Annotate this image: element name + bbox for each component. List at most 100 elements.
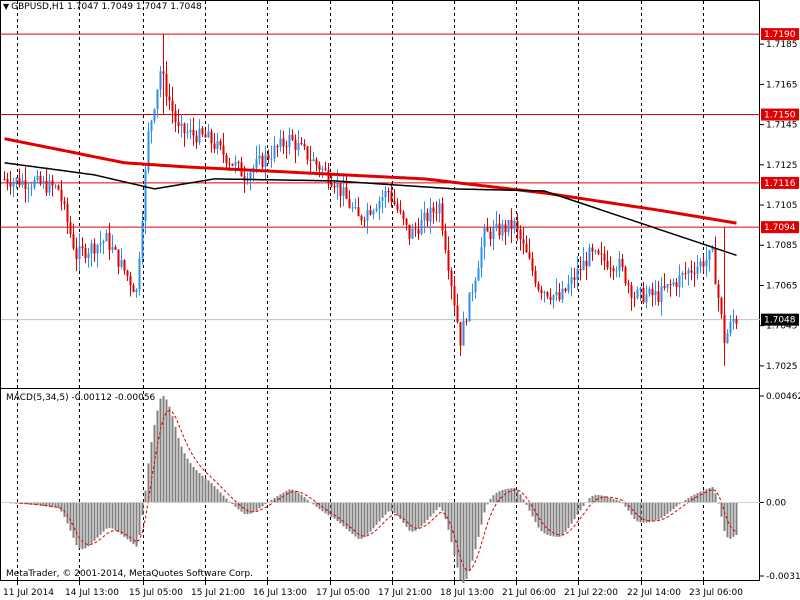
price-label: 1.7045 [766,322,798,332]
candle-body [21,180,24,186]
candle-body [477,267,480,281]
candle-body [447,250,450,271]
time-label: 21 Jul 22:00 [564,588,618,598]
candle-body [699,261,702,267]
candle-body [522,239,525,244]
candle-body [594,250,597,252]
candle-body [384,190,387,198]
candle-body [708,250,711,260]
candle-body [552,295,555,301]
candle-body [6,179,9,184]
candle-body [705,259,708,267]
candle-body [693,272,696,274]
candle-body [129,275,132,286]
candle-body [363,220,366,222]
candle-body [726,333,729,344]
candle-body [186,132,189,134]
candle-body [261,155,264,168]
candle-body [303,144,306,147]
triangle-down-icon[interactable]: ▼ [3,2,10,11]
candle-body [228,163,231,165]
candle-body [645,294,648,303]
candle-body [285,146,288,148]
candle-body [672,282,675,285]
candle-body [351,207,354,209]
candle-body [81,246,84,249]
candle-body [30,187,33,189]
candle-body [63,201,66,204]
candle-body [222,145,225,156]
candle-body [45,180,48,193]
candle-body [525,243,528,253]
candle-body [276,146,279,148]
candle-body [168,96,171,101]
candle-body [306,146,309,160]
candle-body [528,252,531,259]
price-label: 1.7185 [766,40,798,50]
candle-body [558,292,561,300]
macd-label: -0.00319 [766,572,800,582]
candle-body [192,129,195,136]
candle-body [102,241,105,244]
candle-body [249,172,252,181]
candle-body [534,270,537,284]
candle-body [702,261,705,267]
candle-body [444,230,447,251]
candle-body [339,182,342,196]
candle-body [615,270,618,272]
ma-black-line [4,162,737,257]
time-label: 22 Jul 14:00 [627,588,681,598]
candle-body [336,182,339,188]
candle-body [318,164,321,170]
candle-body [87,253,90,259]
candle-body [183,123,186,134]
candle-body [435,212,438,214]
candle-body [387,190,390,192]
candle-body [300,143,303,145]
candle-body [345,187,348,199]
candle-body [411,228,414,239]
candle-body [381,197,384,201]
candle-body [498,223,501,236]
candle-body [117,249,120,267]
candle-body [198,128,201,143]
candle-body [567,284,570,291]
candle-body [489,231,492,240]
candle-body [105,232,108,242]
candle-body [267,154,270,160]
candle-body [333,186,336,188]
candle-body [33,180,36,188]
candle-body [204,134,207,138]
candle-body [426,212,429,222]
candle-body [636,289,639,298]
candle-body [600,253,603,255]
candle-body [60,189,63,202]
macd-label: 0.00 [766,498,786,508]
candle-body [711,247,714,251]
candle-body [405,218,408,225]
candle-body [390,191,393,202]
price-level-label: 1.7190 [764,30,796,40]
candle-body [150,120,153,132]
candle-body [99,243,102,245]
candle-body [348,198,351,208]
candle-body [432,207,435,213]
candle-body [378,200,381,209]
ma-red-line [4,137,737,225]
copyright-text: MetaTrader, © 2001-2014, MetaQuotes Soft… [6,569,253,579]
candle-body [474,280,477,292]
candle-body [492,228,495,240]
candle-body [195,135,198,143]
candle-body [357,207,360,217]
candle-body [504,224,507,233]
candle-body [507,219,510,233]
macd-signal-line [4,409,737,572]
candle-body [456,305,459,323]
candle-body [354,207,357,209]
candle-body [441,203,444,231]
candle-body [678,275,681,287]
candle-body [57,185,60,190]
candle-body [288,134,291,148]
candle-body [108,232,111,250]
